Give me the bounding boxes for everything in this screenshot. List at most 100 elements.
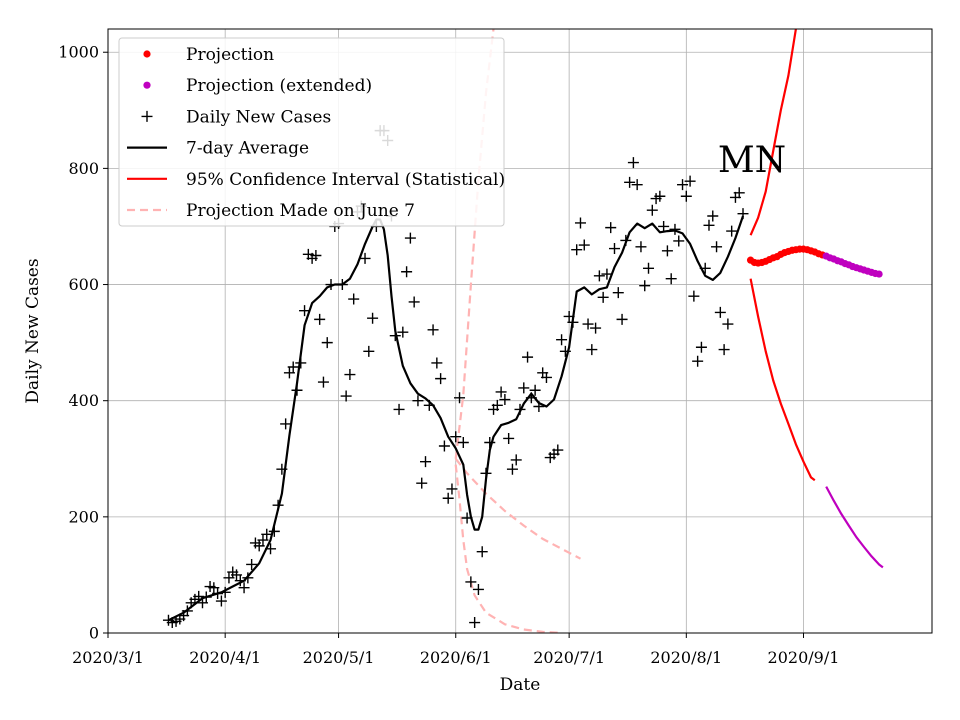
confidence-interval-line (825, 486, 884, 569)
daily-cases-marker (427, 324, 439, 336)
daily-cases-marker (506, 463, 518, 475)
daily-cases-marker (503, 432, 515, 444)
daily-cases-marker (476, 546, 488, 558)
daily-cases-marker (495, 386, 507, 398)
daily-cases-marker (631, 179, 643, 191)
daily-cases-marker (578, 239, 590, 251)
daily-cases-marker (401, 266, 413, 278)
daily-cases-marker (586, 344, 598, 356)
daily-cases-marker (574, 217, 586, 229)
daily-cases-marker (718, 344, 730, 356)
legend-label: Daily New Cases (186, 107, 331, 127)
daily-cases-marker (450, 431, 462, 443)
daily-cases-marker (457, 437, 469, 449)
daily-cases-marker (601, 268, 613, 280)
daily-cases-marker (257, 534, 269, 546)
daily-cases-marker (714, 306, 726, 318)
x-tick-label: 2020/4/1 (189, 648, 261, 667)
daily-cases-marker (344, 369, 356, 381)
daily-cases-marker (420, 456, 432, 468)
daily-cases-marker (321, 337, 333, 349)
y-tick-label: 400 (68, 391, 99, 410)
daily-cases-marker (283, 367, 295, 379)
daily-cases-marker (465, 576, 477, 588)
daily-cases-marker (231, 569, 243, 581)
daily-cases-marker (529, 384, 541, 396)
daily-cases-marker (635, 241, 647, 253)
daily-cases-marker (669, 223, 681, 235)
daily-cases-marker (624, 176, 636, 188)
daily-cases-marker (608, 243, 620, 255)
daily-cases-marker (654, 190, 666, 202)
daily-cases-marker (661, 245, 673, 257)
y-tick-label: 200 (68, 507, 99, 526)
daily-cases-marker (510, 454, 522, 466)
legend-marker (143, 50, 151, 58)
daily-cases-marker (680, 190, 692, 202)
daily-cases-marker (431, 357, 443, 369)
daily-cases-marker (397, 326, 409, 338)
daily-cases-marker (310, 250, 322, 261)
legend-marker (143, 81, 151, 89)
x-tick-label: 2020/5/1 (303, 648, 375, 667)
daily-cases-marker (287, 361, 299, 373)
confidence-interval-line (749, 278, 816, 482)
y-tick-label: 0 (89, 624, 99, 643)
y-tick-label: 800 (68, 159, 99, 178)
daily-cases-marker (367, 312, 379, 324)
daily-cases-marker (472, 583, 484, 595)
x-axis-label: Date (500, 675, 541, 695)
daily-cases-marker (695, 341, 707, 353)
legend-box (118, 37, 505, 227)
y-axis-label: Daily New Cases (23, 258, 43, 403)
daily-cases-marker (643, 262, 655, 274)
y-tick-label: 1000 (58, 43, 99, 62)
daily-cases-marker (416, 477, 428, 489)
daily-cases-marker (552, 444, 564, 456)
y-tick-label: 600 (68, 275, 99, 294)
daily-cases-marker (223, 572, 235, 584)
legend-label: 95% Confidence Interval (Statistical) (186, 170, 505, 190)
daily-cases-marker (412, 395, 424, 407)
legend-label: Projection (extended) (186, 76, 372, 96)
daily-cases-marker (348, 293, 360, 305)
daily-cases-marker (317, 376, 329, 388)
daily-cases-marker (605, 222, 617, 234)
daily-cases-marker (722, 318, 734, 330)
x-tick-label: 2020/9/1 (768, 648, 840, 667)
daily-cases-marker (491, 399, 503, 411)
june7-projection-line (454, 464, 562, 633)
daily-cases-marker (446, 483, 458, 495)
daily-cases-marker (688, 290, 700, 302)
daily-cases-marker (597, 291, 609, 303)
daily-cases-marker (616, 313, 628, 325)
daily-cases-marker (340, 390, 352, 402)
daily-cases-marker (540, 371, 552, 383)
daily-cases-marker (404, 232, 416, 244)
plot-frame (107, 28, 933, 634)
daily-cases-marker (363, 345, 375, 357)
daily-cases-marker (582, 318, 594, 330)
legend-label: 7-day Average (186, 139, 309, 159)
daily-cases-marker (253, 540, 265, 552)
daily-cases-marker (518, 382, 530, 394)
daily-cases-marker (726, 225, 738, 237)
daily-cases-marker (208, 582, 220, 594)
axis-ticks: 2020/3/1 2020/4/1 2020/5/1 2020/6/1 2020/7/1… (58, 43, 839, 667)
daily-cases-marker (684, 175, 696, 187)
x-tick-label: 2020/6/1 (420, 648, 492, 667)
daily-cases-marker (612, 287, 624, 299)
daily-cases-marker (733, 187, 745, 199)
legend-marker (141, 110, 153, 122)
daily-cases-marker (246, 558, 258, 570)
daily-cases-marker (627, 157, 639, 169)
daily-cases-marker (665, 273, 677, 285)
daily-cases-marker (499, 394, 511, 406)
projection-extended-point (875, 270, 883, 278)
daily-cases-marker (393, 403, 405, 415)
daily-cases-marker (442, 492, 454, 504)
daily-cases-marker (238, 582, 250, 594)
daily-cases-marker (658, 220, 670, 232)
daily-cases-marker (314, 313, 326, 325)
